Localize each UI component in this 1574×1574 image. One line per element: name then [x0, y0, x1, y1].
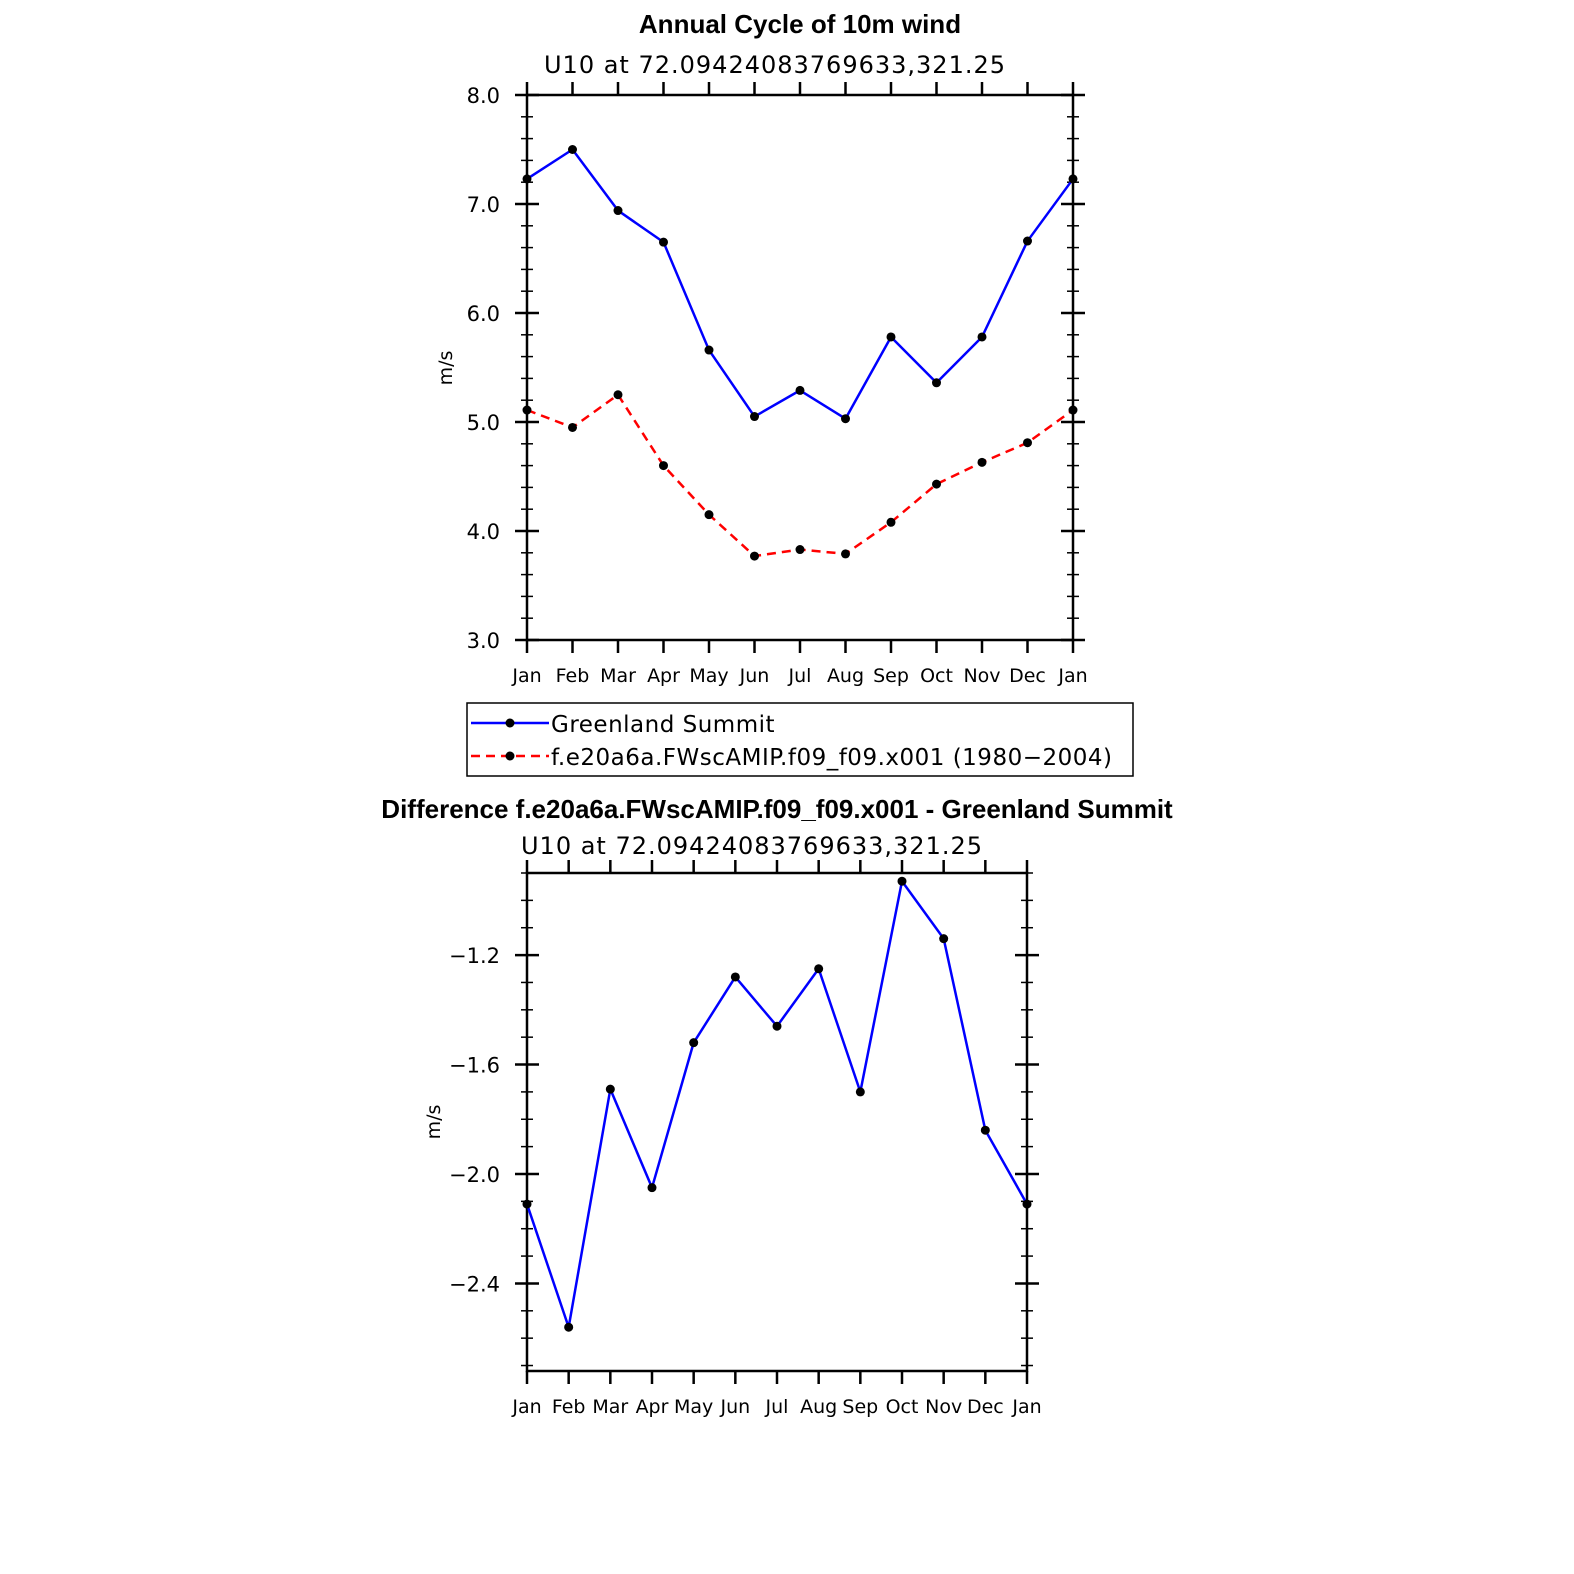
chart2-series-0-point [939, 934, 949, 944]
chart2-xtick-label: May [674, 1396, 713, 1418]
chart2-series-0-point [689, 1038, 699, 1048]
chart2-ytick-label: −2.4 [449, 1272, 500, 1296]
chart2-xtick-label: Jun [719, 1396, 750, 1418]
chart1-xtick-label: Aug [827, 665, 864, 687]
chart1-series-1-point [795, 545, 805, 555]
chart2-xtick-label: Feb [552, 1396, 586, 1418]
chart2-series-0-point [980, 1125, 990, 1135]
chart1-series-0-point [1068, 174, 1078, 184]
chart1-series-1-point [704, 510, 714, 520]
chart1-series-1-point [750, 551, 759, 561]
chart1-series-1-point [1068, 405, 1078, 415]
chart1-series-0-point [568, 145, 577, 154]
chart1-series-0-point [977, 332, 987, 342]
chart1-xtick-label: Feb [556, 665, 590, 687]
chart2-subtitle: U10 at 72.09424083769633,321.25 [521, 832, 983, 860]
legend-box [466, 702, 1134, 777]
chart1-series-1-point [522, 405, 532, 415]
chart2-xtick-label: Dec [967, 1396, 1004, 1418]
legend-label-greenland: Greenland Summit [551, 712, 775, 738]
chart2-ylabel: m/s [423, 1105, 445, 1140]
chart1-series-0-point [841, 414, 850, 424]
chart1-ytick-label: 3.0 [467, 629, 500, 653]
chart1-series-0-point [886, 332, 896, 342]
chart1-series-0-point [795, 385, 805, 395]
chart1-xtick-label: Jan [1057, 665, 1087, 687]
chart1-ticks: Jan Feb Mar Apr May Jun Jul Aug Sep Oct Nov Dec Jan 3… [467, 82, 1088, 687]
chart1-ytick-label: 4.0 [467, 520, 500, 544]
chart2-xtick-label: Nov [925, 1396, 962, 1418]
chart1-ytick-label: 7.0 [467, 193, 500, 217]
chart2-series-0-point [605, 1084, 615, 1094]
chart1-series-1-line [526, 393, 1074, 558]
chart1-series-1-point [659, 461, 668, 471]
chart1-ylabel: m/s [435, 351, 457, 386]
chart1-xtick-label: Oct [920, 665, 953, 687]
chart1-series-0-point [1023, 236, 1032, 246]
chart1-series-1-point [932, 479, 941, 489]
chart2-xtick-label: Jan [511, 1396, 541, 1418]
chart2-series-0-line [525, 879, 1029, 1329]
chart1-series-1-point [613, 390, 623, 400]
chart1-xtick-label: Jan [511, 665, 541, 687]
difference-chart: Difference f.e20a6a.FWscAMIP.f09_f09.x00… [381, 794, 1173, 1418]
chart2-ticks: Jan Feb Mar Apr May Jun Jul Aug Sep Oct Nov Dec Jan −… [449, 860, 1042, 1418]
chart2-series-0-point [564, 1322, 574, 1332]
chart1-xtick-label: Nov [963, 665, 1000, 687]
chart1-series-1-point [886, 517, 896, 527]
chart1-ytick-label: 5.0 [467, 411, 500, 435]
chart2-xtick-label: Aug [800, 1396, 837, 1418]
chart1-xtick-label: Apr [647, 665, 680, 687]
chart1-series [522, 145, 1078, 561]
annual-cycle-chart: Annual Cycle of 10m wind U10 at 72.09424… [435, 9, 1088, 687]
chart2-xtick-label: Apr [636, 1396, 669, 1418]
chart2-series-0-point [772, 1021, 782, 1031]
chart1-title: Annual Cycle of 10m wind [639, 9, 961, 39]
chart1-ytick-label: 8.0 [467, 84, 500, 108]
chart2-series-0-point [1022, 1199, 1032, 1209]
chart1-xtick-label: Jul [788, 665, 812, 687]
chart1-plot-frame [525, 93, 1075, 642]
legend-marker-greenland [505, 718, 515, 728]
chart2-xtick-label: Jan [1011, 1396, 1041, 1418]
chart2-series-0-point [814, 964, 824, 974]
chart2-xtick-label: Oct [886, 1396, 919, 1418]
chart2-series-0-point [647, 1183, 657, 1193]
chart1-series-0-point [704, 345, 714, 355]
chart1-xtick-label: Jun [739, 665, 770, 687]
chart1-series-0-point [932, 378, 941, 388]
chart1-series-0-point [750, 412, 759, 422]
legend-label-model: f.e20a6a.FWscAMIP.f09_f09.x001 (1980−200… [551, 745, 1113, 771]
chart2-series-0-point [522, 1199, 532, 1209]
chart1-xtick-label: Dec [1009, 665, 1046, 687]
chart2-ytick-label: −2.0 [449, 1163, 500, 1187]
chart2-xtick-label: Jul [765, 1396, 789, 1418]
chart2-ytick-label: −1.2 [449, 944, 500, 968]
chart2-xtick-label: Sep [842, 1396, 878, 1418]
chart2-series-0-point [897, 876, 907, 886]
chart2-ytick-label: −1.6 [449, 1054, 500, 1078]
chart2-series-0-point [730, 972, 740, 982]
chart2-series-0-point [855, 1087, 865, 1097]
chart1-series-0-point [613, 206, 623, 216]
chart1-series-1-point [1023, 438, 1032, 448]
chart2-xtick-label: Mar [592, 1396, 628, 1418]
chart1-subtitle: U10 at 72.09424083769633,321.25 [544, 51, 1006, 79]
legend: Greenland Summit f.e20a6a.FWscAMIP.f09_f… [466, 702, 1134, 777]
chart2-title: Difference f.e20a6a.FWscAMIP.f09_f09.x00… [381, 794, 1173, 824]
chart1-ytick-label: 6.0 [467, 302, 500, 326]
legend-marker-model [505, 751, 515, 761]
chart1-xtick-label: Sep [873, 665, 909, 687]
chart1-series-1-point [977, 457, 987, 467]
chart2-plot-frame [525, 871, 1029, 1373]
chart2-series [522, 876, 1032, 1332]
chart1-series-1-point [568, 422, 577, 432]
chart1-series-1-point [841, 549, 850, 559]
chart1-series-0-line [526, 148, 1075, 420]
chart1-xtick-label: May [689, 665, 728, 687]
chart1-xtick-label: Mar [600, 665, 636, 687]
chart1-series-0-point [659, 237, 668, 247]
chart1-series-0-point [522, 174, 532, 184]
